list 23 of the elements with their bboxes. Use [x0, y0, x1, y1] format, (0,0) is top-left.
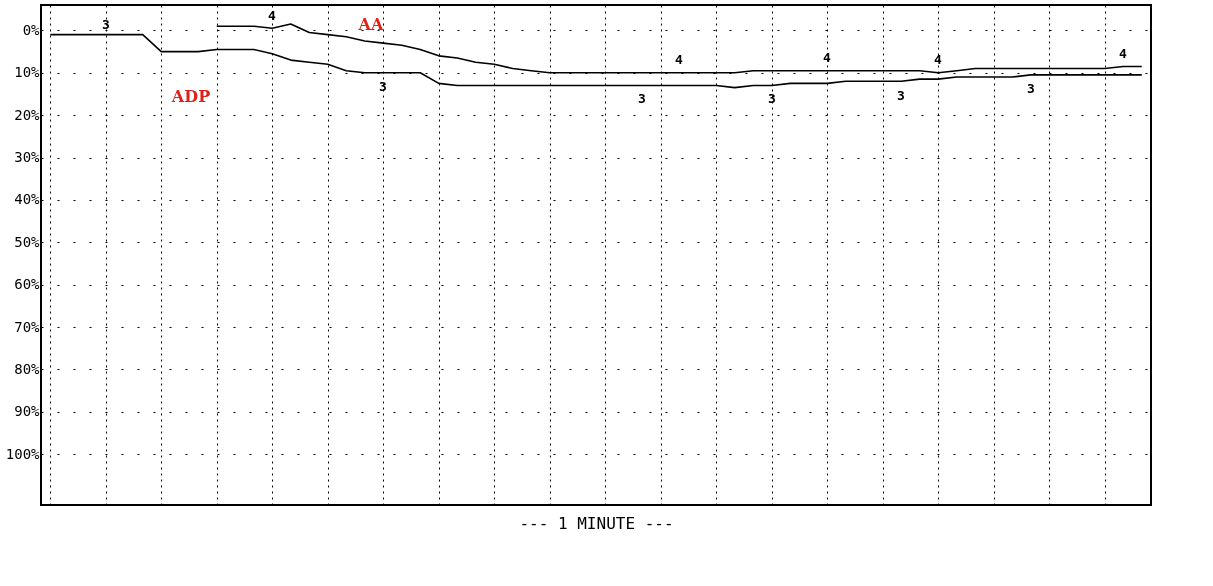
annotation: 3: [897, 88, 905, 103]
annotation: 4: [934, 52, 943, 67]
annotation: AA: [357, 15, 384, 34]
annotation: 3: [1027, 81, 1035, 96]
y-tick-label: 10%: [14, 64, 41, 81]
annotation: 3: [379, 79, 387, 94]
annotation: 4: [1119, 46, 1128, 61]
y-tick-label: 70%: [14, 318, 41, 335]
annotation: 4: [675, 52, 684, 67]
y-tick-label: 100%: [5, 445, 41, 462]
y-tick-label: 40%: [14, 191, 41, 208]
y-tick-label: 50%: [14, 233, 41, 250]
annotation: 3: [638, 91, 646, 106]
annotation: 3: [102, 17, 110, 32]
y-tick-label: 20%: [14, 106, 41, 123]
x-axis-title: --- 1 MINUTE ---: [519, 513, 674, 533]
annotation: 3: [768, 91, 776, 106]
y-tick-label: 80%: [14, 360, 41, 377]
y-tick-label: 0%: [22, 21, 41, 38]
y-tick-label: 60%: [14, 276, 41, 293]
annotation: ADP: [170, 87, 211, 106]
y-tick-label: 30%: [14, 149, 41, 166]
y-tick-label: 90%: [14, 403, 41, 420]
